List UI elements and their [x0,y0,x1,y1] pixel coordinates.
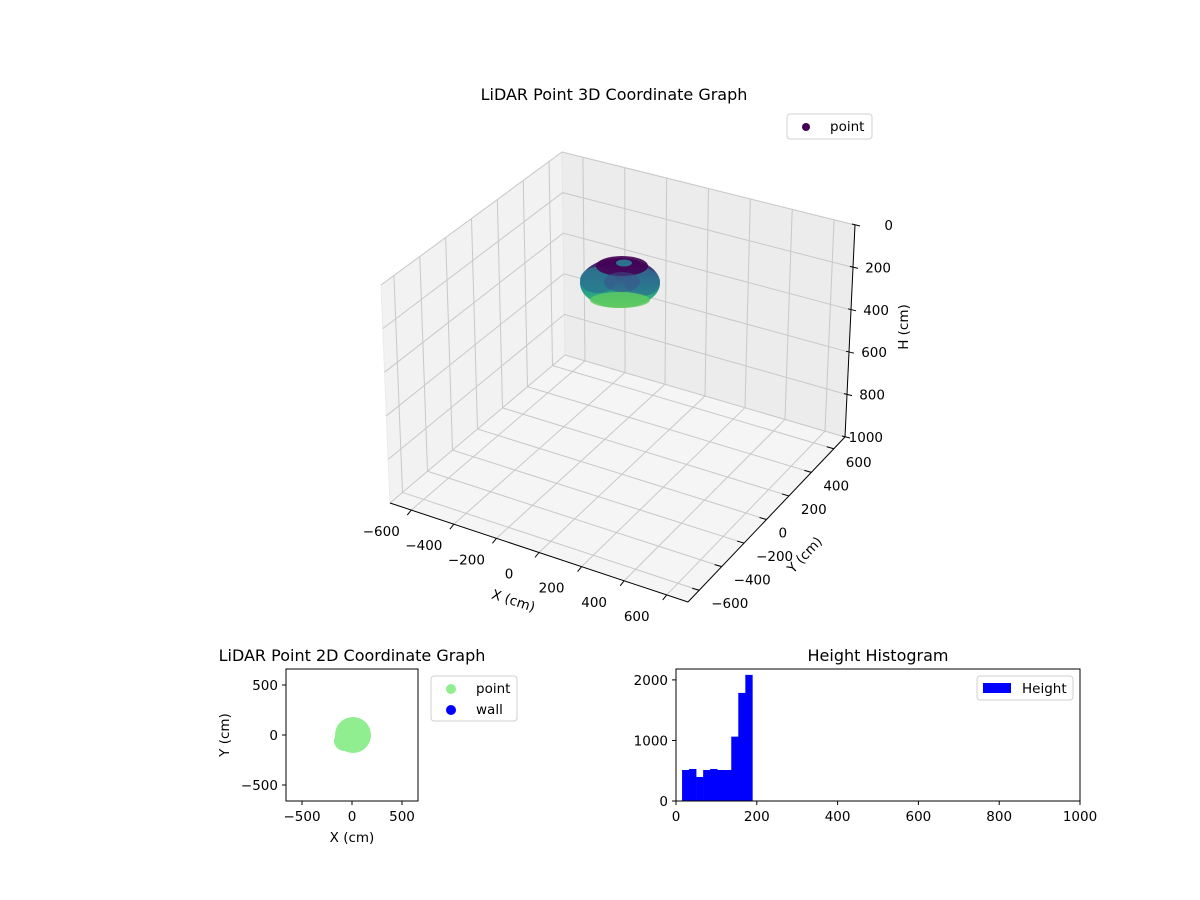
ticks-2d: −500 0 500 −500 0 500 [241,678,415,825]
svg-text:0: 0 [779,526,788,542]
legend-histogram: Height [976,675,1074,701]
histogram-title: Height Histogram [808,646,949,665]
svg-text:0: 0 [659,794,668,810]
svg-text:0: 0 [505,567,514,583]
svg-text:200: 200 [865,260,891,276]
svg-text:−600: −600 [363,524,400,540]
ticks-histogram: 0 200 400 600 800 1000 0 1000 2000 [634,673,1098,825]
svg-text:400: 400 [863,303,889,319]
wall-marker-icon [446,705,456,715]
plot-2d: LiDAR Point 2D Coordinate Graph −500 0 500… [217,646,518,846]
legend-2d: point wall [430,675,518,722]
point-cloud-3d [580,256,660,308]
x-axis-label-2d: X (cm) [330,830,375,846]
ticks-3d: −600 −400 −200 0 200 400 600 −600 −400 −200 0 200 40… [363,218,893,625]
svg-text:−600: −600 [711,596,748,612]
z-axis-label-3d: H (cm) [896,304,912,350]
svg-text:1000: 1000 [849,430,883,446]
histogram-axes [675,668,1081,802]
point-marker-icon [802,123,810,131]
svg-text:500: 500 [252,678,278,694]
plot-3d: LiDAR Point 3D Coordinate Graph −600 −400… [363,85,912,625]
svg-text:−400: −400 [405,538,442,554]
legend-3d: point [786,113,873,140]
grid-3d [380,151,856,596]
svg-text:−200: −200 [756,549,793,565]
height-swatch-icon [983,683,1011,693]
svg-text:400: 400 [581,595,607,611]
plot-histogram: Height Histogram 0 200 400 600 800 1000 0 1000 2… [634,646,1098,825]
histogram-bars [682,674,753,801]
svg-text:600: 600 [861,345,887,361]
histogram-bar [724,769,732,801]
svg-text:0: 0 [672,809,681,825]
histogram-bar [745,674,753,801]
svg-text:200: 200 [744,809,770,825]
x-axis-label-3d: X (cm) [490,587,537,616]
legend-3d-point-label: point [830,119,864,135]
svg-text:600: 600 [624,609,650,625]
histogram-bar [710,768,718,801]
svg-text:400: 400 [823,478,849,494]
svg-text:2000: 2000 [634,673,668,689]
svg-text:600: 600 [846,455,872,471]
svg-text:200: 200 [539,581,565,597]
histogram-bar [689,768,697,801]
z-axis-line-3d [844,224,856,438]
histogram-bar [703,769,711,801]
svg-text:1000: 1000 [1063,809,1097,825]
svg-text:200: 200 [801,502,827,518]
svg-text:−500: −500 [241,778,278,794]
svg-text:−500: −500 [283,809,320,825]
histogram-bar [731,736,739,801]
svg-text:−400: −400 [734,573,771,589]
svg-text:1000: 1000 [634,733,668,749]
svg-text:600: 600 [906,809,932,825]
histogram-bar [738,692,746,801]
svg-text:0: 0 [884,218,893,234]
plot-2d-title: LiDAR Point 2D Coordinate Graph [219,646,486,665]
svg-text:800: 800 [859,388,885,404]
plot-3d-title: LiDAR Point 3D Coordinate Graph [481,85,748,104]
point-marker-icon [446,684,456,694]
svg-text:400: 400 [825,809,851,825]
svg-text:800: 800 [986,809,1012,825]
histogram-bar [682,769,690,801]
svg-text:0: 0 [269,728,278,744]
svg-text:500: 500 [389,809,415,825]
point-cloud-2d [334,717,371,753]
legend-2d-point-label: point [476,681,510,697]
y-axis-label-2d: Y (cm) [217,713,233,758]
svg-text:−200: −200 [448,552,485,568]
histogram-bar [696,776,704,801]
legend-histogram-label: Height [1022,681,1067,697]
histogram-bar [717,769,725,801]
legend-2d-wall-label: wall [476,702,503,718]
svg-text:0: 0 [348,809,357,825]
